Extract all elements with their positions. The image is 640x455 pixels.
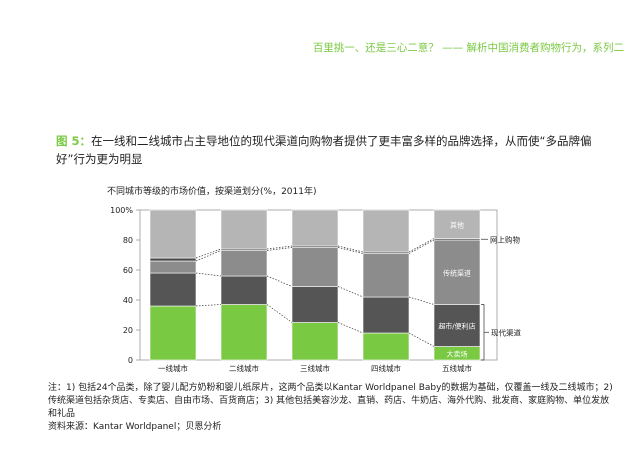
source-text: 资料来源：Kantar Worldpanel；贝恩分析	[48, 422, 222, 432]
connector-line	[266, 275, 293, 287]
y-tick-label: 100%	[110, 206, 133, 215]
segment-label: 大卖场	[447, 349, 468, 358]
connector-line	[195, 272, 222, 277]
y-tick-label: 60	[123, 266, 133, 275]
bar-segment	[362, 209, 410, 253]
connector-line	[195, 250, 222, 262]
bar-segment	[220, 250, 268, 277]
figure-title-text: 在一线和二线城市占主导地位的现代渠道向购物者提供了更丰富多样的品牌选择，从而使“…	[56, 134, 592, 166]
bar-segment	[149, 209, 197, 259]
connector-line	[337, 247, 364, 254]
chart-notes: 注：1) 包括24个品类，除了婴儿配方奶粉和婴儿纸尿片，这两个品类以Kantar…	[48, 382, 618, 434]
connector-line	[266, 247, 293, 251]
bar-segment	[220, 275, 268, 305]
connector-line	[408, 332, 435, 347]
annotation-bracket	[481, 304, 485, 361]
bar-segment	[362, 296, 410, 334]
bar-segment	[291, 247, 339, 287]
connector-line	[195, 304, 222, 307]
bar-segment	[291, 286, 339, 323]
connector-line	[337, 245, 364, 253]
header-rest: 解析中国消费者购物行为，系列二	[466, 42, 625, 54]
x-tick-label: 四线城市	[371, 363, 401, 373]
segment-label: 传统渠道	[443, 268, 471, 277]
connector-line	[337, 322, 364, 334]
connector-line	[195, 248, 222, 259]
x-tick-label: 二线城市	[229, 363, 259, 373]
bar-segment	[433, 209, 481, 239]
y-tick-label: 80	[123, 236, 133, 245]
y-tick-label: 40	[123, 296, 133, 305]
connector-line	[337, 286, 364, 298]
bar-segment	[149, 272, 197, 307]
bar-segment	[433, 304, 481, 347]
y-tick-label: 0	[128, 356, 133, 365]
notes-text: 注：1) 包括24个品类，除了婴儿配方奶粉和婴儿纸尿片，这两个品类以Kantar…	[48, 383, 613, 419]
annotation-online: 网上购物	[490, 234, 520, 244]
annotation-modern: 现代渠道	[491, 327, 521, 337]
bar-segment	[291, 322, 339, 361]
bar-segment	[362, 332, 410, 361]
y-tick-label: 20	[123, 326, 133, 335]
bar-segment	[433, 239, 481, 305]
connector-line	[408, 239, 435, 254]
segment-label: 超市/便利店	[438, 322, 475, 331]
bar-segment	[220, 304, 268, 361]
connector-line	[408, 296, 435, 305]
bar-segment	[149, 257, 197, 262]
bar-segment	[220, 209, 268, 250]
bar-segment	[149, 260, 197, 274]
figure-title: 图 5：在一线和二线城市占主导地位的现代渠道向购物者提供了更丰富多样的品牌选择，…	[56, 132, 616, 168]
connector-line	[266, 304, 293, 323]
bar-segment	[362, 253, 410, 298]
chart-title: 不同城市等级的市场价值，按渠道划分(%，2011年)	[107, 187, 317, 197]
connector-line	[266, 245, 293, 250]
header-dash: ——	[442, 42, 464, 54]
segment-label: 其他	[450, 220, 464, 229]
header-prefix: 百里挑一、还是三心二意？	[312, 42, 439, 54]
connector-line	[408, 238, 435, 253]
x-tick-label: 五线城市	[442, 363, 472, 373]
report-header: 百里挑一、还是三心二意？ —— 解析中国消费者购物行为，系列二	[313, 40, 624, 55]
bar-segment	[291, 209, 339, 247]
figure-label: 图 5：	[56, 134, 92, 148]
x-tick-label: 一线城市	[158, 363, 188, 373]
x-tick-label: 三线城市	[300, 363, 330, 373]
bar-segment	[149, 305, 197, 361]
